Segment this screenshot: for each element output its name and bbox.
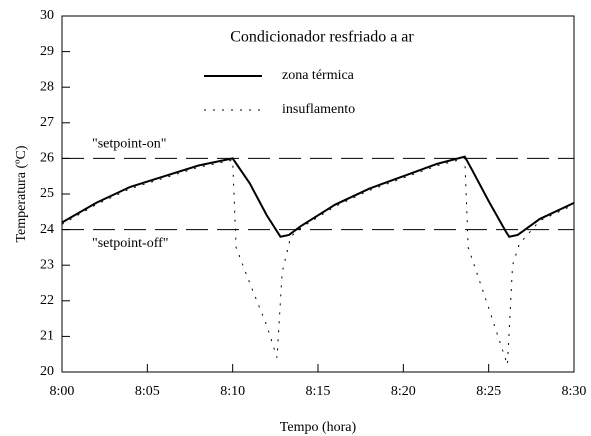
x-tick-label: 8:00 [50,384,75,399]
y-tick-label: 28 [40,79,54,94]
legend-label: zona térmica [282,68,355,83]
y-tick-label: 29 [40,44,54,59]
y-axis-label: Temperatura (ºC) [14,145,29,242]
y-tick-label: 30 [40,8,54,23]
x-tick-label: 8:20 [391,384,416,399]
x-tick-label: 8:25 [476,384,501,399]
y-tick-label: 26 [40,151,54,166]
y-tick-label: 21 [40,329,54,344]
x-tick-label: 8:15 [306,384,331,399]
y-tick-label: 22 [40,293,54,308]
line-series [61,155,575,238]
chart-title: Condicionador resfriado a ar [230,29,414,46]
x-tick-label: 8:30 [562,384,587,399]
x-tick-label: 8:05 [135,384,160,399]
y-tick-label: 27 [40,115,54,130]
x-tick-label: 8:10 [220,384,245,399]
reference-label: "setpoint-on" [92,137,166,152]
y-tick-label: 23 [40,257,54,272]
line-series [61,157,575,366]
y-tick-label: 24 [40,222,54,237]
legend-label: insuflamento [282,102,355,117]
reference-label: "setpoint-off" [92,236,169,251]
x-axis-label: Tempo (hora) [280,420,357,435]
y-tick-label: 20 [40,364,54,379]
y-tick-label: 25 [40,186,54,201]
